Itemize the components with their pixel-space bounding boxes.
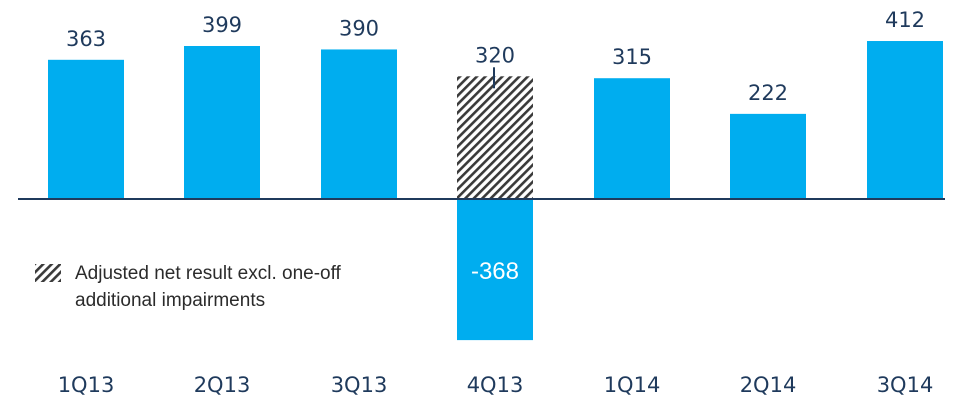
category-label-4Q13: 4Q13 bbox=[467, 373, 524, 397]
bars-group bbox=[48, 41, 943, 341]
negative-label-4Q13: -368 bbox=[471, 258, 519, 285]
legend: Adjusted net result excl. one-off additi… bbox=[35, 263, 342, 311]
category-label-3Q14: 3Q14 bbox=[877, 373, 934, 397]
bar-3Q14 bbox=[867, 41, 943, 199]
legend-label-line2: additional impairments bbox=[75, 290, 265, 311]
category-label-3Q13: 3Q13 bbox=[331, 373, 388, 397]
category-label-1Q14: 1Q14 bbox=[604, 373, 661, 397]
labels-group: 363 1Q13 399 2Q13 390 3Q13 320 -368 4Q13 315 1Q14 2… bbox=[58, 8, 934, 397]
data-label-4Q13: 320 bbox=[475, 43, 515, 67]
legend-hatch-swatch bbox=[35, 264, 61, 282]
legend-label-line1: Adjusted net result excl. one-off bbox=[75, 263, 342, 284]
category-label-1Q13: 1Q13 bbox=[58, 373, 115, 397]
bar-3Q13 bbox=[321, 49, 397, 199]
bar-4Q13 bbox=[457, 199, 533, 341]
bar-adjusted-4Q13 bbox=[457, 76, 533, 199]
category-label-2Q14: 2Q14 bbox=[740, 373, 797, 397]
bar-2Q13 bbox=[184, 46, 260, 199]
bar-1Q14 bbox=[594, 78, 670, 199]
bar-1Q13 bbox=[48, 59, 124, 200]
category-label-2Q13: 2Q13 bbox=[194, 373, 251, 397]
data-label-1Q13: 363 bbox=[66, 27, 106, 51]
bar-2Q14 bbox=[730, 113, 806, 199]
data-label-3Q14: 412 bbox=[885, 8, 925, 32]
data-label-2Q13: 399 bbox=[202, 13, 242, 37]
data-label-1Q14: 315 bbox=[612, 45, 652, 69]
data-label-3Q13: 390 bbox=[339, 16, 379, 40]
data-label-2Q14: 222 bbox=[748, 81, 788, 105]
